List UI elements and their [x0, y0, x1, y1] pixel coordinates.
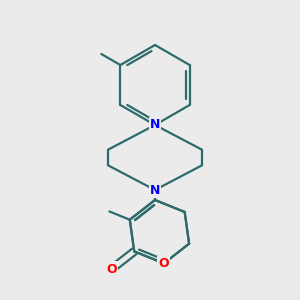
Text: N: N — [150, 118, 160, 131]
Text: N: N — [150, 184, 160, 196]
Text: O: O — [106, 262, 117, 276]
Text: O: O — [159, 257, 169, 270]
